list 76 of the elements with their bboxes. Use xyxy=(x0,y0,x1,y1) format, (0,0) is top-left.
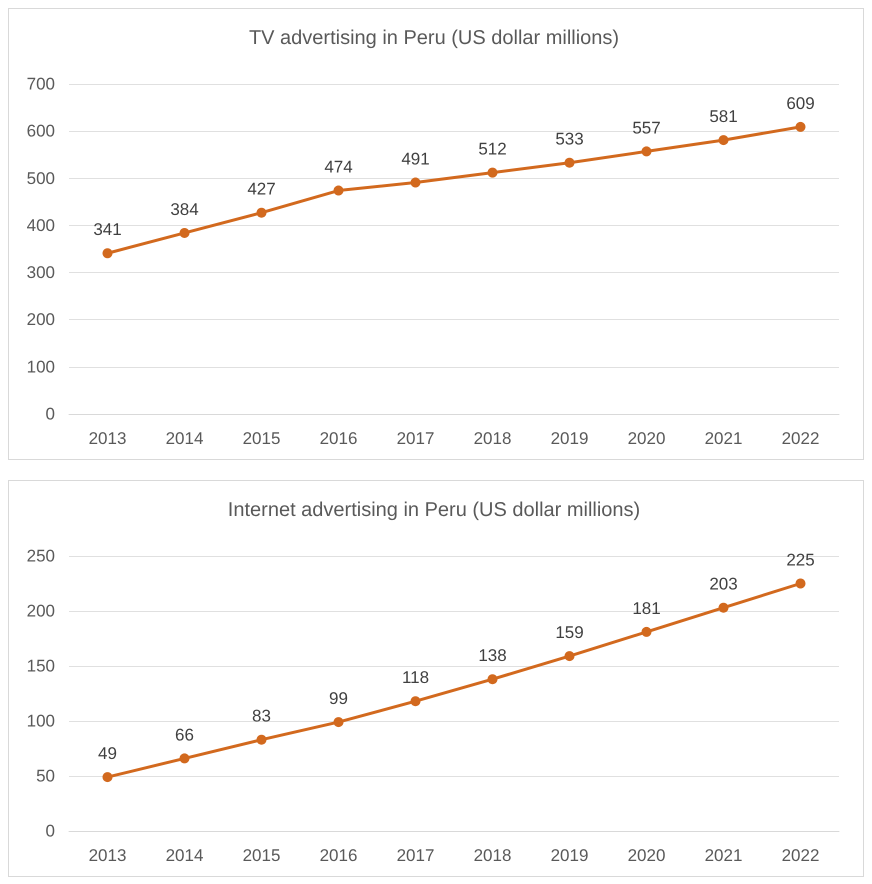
y-tick-label: 500 xyxy=(26,168,55,188)
data-label: 99 xyxy=(329,689,348,708)
data-label: 491 xyxy=(401,150,430,169)
y-tick-label: 50 xyxy=(36,766,55,786)
data-label: 83 xyxy=(252,706,271,726)
data-label: 512 xyxy=(478,140,507,159)
point xyxy=(256,734,266,745)
y-tick-label: 0 xyxy=(46,404,55,424)
x-tick-label: 2021 xyxy=(704,429,742,448)
x-tick-label: 2020 xyxy=(628,429,666,448)
y-tick-label: 300 xyxy=(26,263,55,282)
chart-title: Internet advertising in Peru (US dollar millions) xyxy=(228,499,640,521)
x-tick-label: 2021 xyxy=(704,846,742,865)
chart-title: TV advertising in Peru (US dollar millions) xyxy=(248,27,620,49)
data-label: 138 xyxy=(478,646,507,666)
point xyxy=(488,168,498,178)
point xyxy=(564,651,574,662)
y-tick-label: 0 xyxy=(46,822,55,840)
data-label: 181 xyxy=(632,598,661,618)
data-label: 427 xyxy=(247,180,276,199)
x-tick-label: 2014 xyxy=(166,429,204,448)
point xyxy=(102,772,112,782)
point xyxy=(180,753,190,764)
data-label: 159 xyxy=(555,623,584,642)
x-tick-label: 2013 xyxy=(88,429,126,448)
x-tick-label: 2020 xyxy=(628,846,666,865)
point xyxy=(102,248,112,258)
y-tick-label: 250 xyxy=(26,546,55,566)
data-label: 533 xyxy=(555,130,584,149)
point xyxy=(410,178,420,188)
x-tick-label: 2017 xyxy=(396,846,434,865)
data-label: 341 xyxy=(93,220,122,240)
y-tick-label: 100 xyxy=(26,712,55,730)
x-tick-label: 2019 xyxy=(550,429,588,448)
x-tick-label: 2016 xyxy=(320,429,358,448)
y-tick-label: 100 xyxy=(26,357,55,376)
point xyxy=(796,578,806,588)
point xyxy=(180,228,190,238)
x-tick-label: 2016 xyxy=(320,846,358,865)
point xyxy=(334,717,344,728)
data-label: 49 xyxy=(98,744,117,764)
point xyxy=(256,208,266,218)
x-tick-label: 2017 xyxy=(396,429,434,448)
x-tick-label: 2022 xyxy=(782,846,820,865)
y-tick-label: 700 xyxy=(26,74,55,94)
point xyxy=(718,135,728,146)
point xyxy=(564,158,574,168)
data-label: 384 xyxy=(170,200,199,219)
x-tick-label: 2018 xyxy=(474,846,512,865)
point xyxy=(718,602,728,613)
data-label: 609 xyxy=(786,94,815,113)
data-label: 66 xyxy=(175,725,194,744)
y-tick-label: 400 xyxy=(26,216,55,235)
y-tick-label: 150 xyxy=(26,656,55,676)
point xyxy=(334,186,344,196)
data-label: 118 xyxy=(402,668,430,688)
x-tick-label: 2018 xyxy=(474,429,512,448)
point xyxy=(410,696,420,706)
x-tick-label: 2014 xyxy=(166,846,204,865)
point xyxy=(642,146,652,156)
point xyxy=(796,122,806,132)
x-tick-label: 2015 xyxy=(242,846,280,865)
data-label: 581 xyxy=(709,107,738,126)
data-label: 557 xyxy=(632,118,661,138)
x-tick-label: 2015 xyxy=(242,429,280,448)
y-tick-label: 600 xyxy=(26,122,55,141)
data-label: 474 xyxy=(324,158,353,177)
x-tick-label: 2022 xyxy=(782,429,820,448)
point xyxy=(488,674,498,684)
data-label: 225 xyxy=(786,550,815,570)
x-tick-label: 2019 xyxy=(550,846,588,865)
data-label: 203 xyxy=(709,574,738,594)
y-tick-label: 200 xyxy=(26,310,55,330)
x-tick-label: 2013 xyxy=(88,846,126,865)
y-tick-label: 200 xyxy=(26,602,55,620)
point xyxy=(642,626,652,637)
